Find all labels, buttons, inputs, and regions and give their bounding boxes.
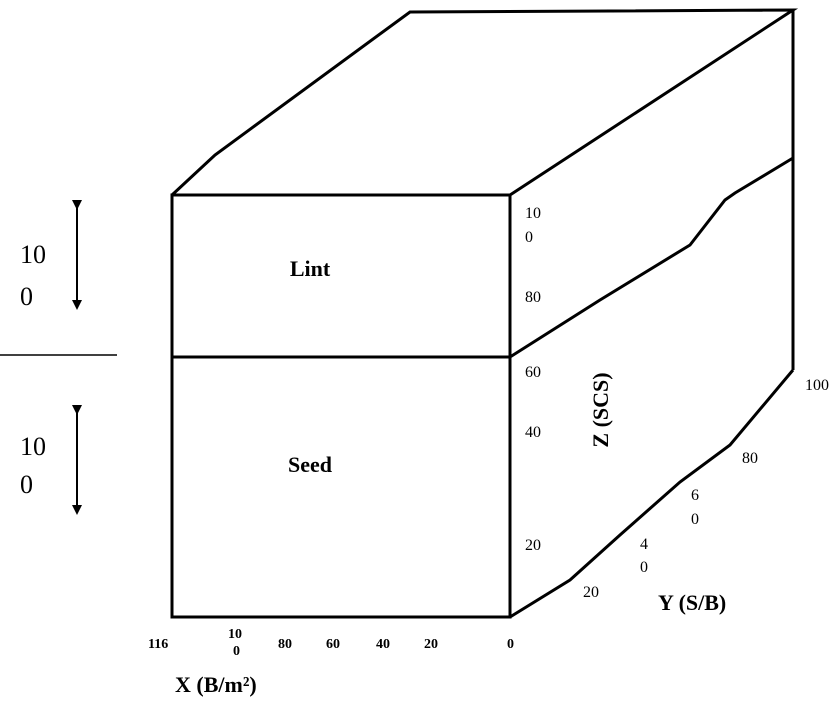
z-tick: 0: [525, 229, 533, 246]
top-face: [170, 8, 799, 197]
left-label: 10: [20, 432, 46, 461]
y-axis-label: Y (S/B): [658, 590, 726, 615]
left-label: 10: [20, 240, 46, 269]
z-tick: 20: [525, 537, 541, 554]
z-tick: 60: [525, 364, 541, 381]
y-tick: 20: [583, 584, 599, 601]
y-tick: 100: [805, 377, 829, 394]
z-tick: 10: [525, 205, 541, 222]
left-label: 0: [20, 282, 33, 311]
x-tick: 10: [228, 627, 242, 642]
x-tick: 0: [507, 637, 514, 652]
y-tick: 80: [742, 450, 758, 467]
front-face: [170, 193, 512, 619]
mid-edge: [509, 156, 794, 359]
y-tick: 4: [640, 536, 648, 553]
x-axis-label: X (B/m²): [175, 672, 257, 697]
y-tick: 6: [691, 487, 699, 504]
bottom-edge: [509, 369, 795, 619]
z-axis-label: Z (SCS): [588, 372, 613, 447]
section-label: Seed: [288, 452, 332, 477]
x-tick: 80: [278, 637, 292, 652]
x-tick: 20: [424, 637, 438, 652]
x-tick: 116: [148, 637, 168, 652]
x-tick: 0: [233, 644, 240, 659]
z-tick: 40: [525, 424, 541, 441]
x-tick: 40: [376, 637, 390, 652]
y-tick: 0: [691, 511, 699, 528]
z-tick: 80: [525, 289, 541, 306]
x-tick: 60: [326, 637, 340, 652]
section-label: Lint: [290, 256, 331, 281]
y-tick: 0: [640, 559, 648, 576]
left-label: 0: [20, 470, 33, 499]
